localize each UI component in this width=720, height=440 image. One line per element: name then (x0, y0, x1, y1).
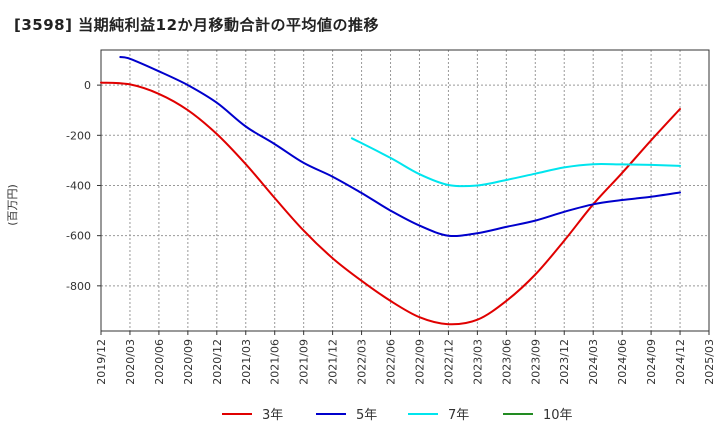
x-tick-label: 2020/03 (124, 339, 137, 385)
x-tick-label: 2021/06 (269, 339, 282, 385)
plot-area (101, 50, 709, 331)
y-axis-label: (百万円) (6, 184, 19, 226)
series-line-3年 (100, 81, 681, 326)
series-line-7年 (350, 137, 681, 188)
x-tick-label: 2020/12 (211, 339, 224, 385)
x-tick-label: 2022/09 (413, 339, 426, 385)
legend: 3年 5年 7年 10年 (222, 408, 573, 423)
series-line-5年 (119, 56, 681, 238)
x-tick-label: 2020/09 (182, 339, 195, 385)
x-tick-label: 2021/09 (298, 339, 311, 385)
axes (97, 49, 710, 335)
x-tick-label: 2022/06 (385, 339, 398, 385)
x-tick-label: 2025/03 (703, 339, 716, 385)
x-tick-label: 2023/12 (558, 339, 571, 385)
x-tick-label: 2021/03 (240, 339, 253, 385)
y-tick-label: -600 (66, 230, 91, 243)
legend-label: 7年 (448, 408, 469, 423)
x-tick-label: 2022/12 (442, 339, 455, 385)
legend-label: 5年 (356, 408, 377, 423)
legend-label: 3年 (262, 408, 283, 423)
x-tick-label: 2024/06 (616, 339, 629, 385)
x-tick-label: 2024/03 (587, 339, 600, 385)
y-tick-label: -200 (66, 129, 91, 142)
series-lines (100, 56, 681, 326)
x-tick-label: 2021/12 (327, 339, 340, 385)
x-tick-label: 2024/09 (645, 339, 658, 385)
x-tick-label: 2023/03 (471, 339, 484, 385)
plot-border (100, 49, 710, 332)
x-tick-label: 2022/03 (356, 339, 369, 385)
x-tick-label: 2023/09 (529, 339, 542, 385)
tick-labels: 2019/12 2020/03 2020/06 2020/09 2020/12 2021/… (66, 79, 716, 385)
y-tick-label: -800 (66, 280, 91, 293)
x-tick-label: 2023/06 (500, 339, 513, 385)
x-tick-label: 2020/06 (153, 339, 166, 385)
x-tick-label: 2019/12 (95, 339, 108, 385)
legend-label: 10年 (543, 408, 573, 423)
x-tick-label: 2024/12 (674, 339, 687, 385)
y-tick-label: 0 (84, 79, 91, 92)
grid-lines (101, 50, 709, 331)
y-tick-label: -400 (66, 179, 91, 192)
chart-title: [3598] 当期純利益12か月移動合計の平均値の推移 (14, 16, 380, 34)
